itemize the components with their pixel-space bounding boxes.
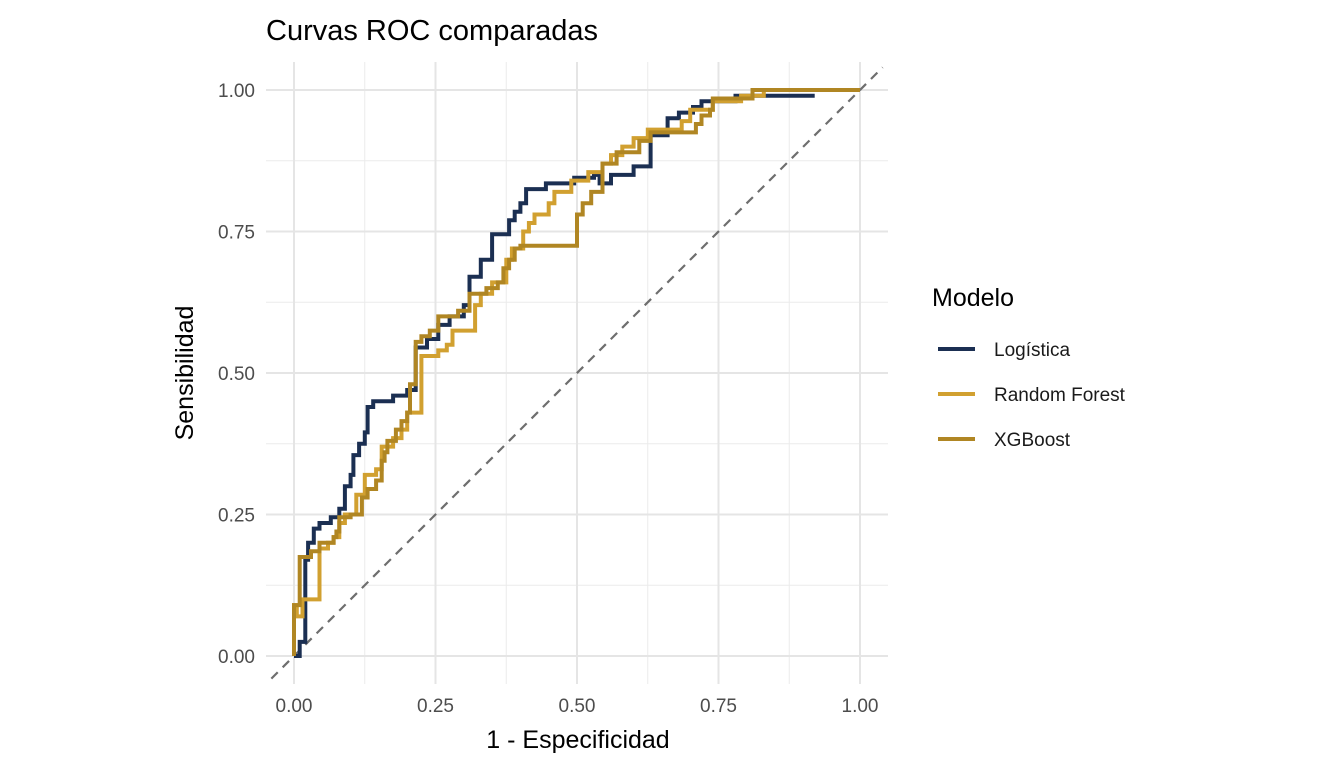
reference-diagonal-layer [270, 66, 884, 680]
y-tick-label: 0.50 [218, 364, 255, 385]
roc-line-xgboost [292, 88, 860, 656]
legend-item: XGBoost [938, 430, 1071, 451]
chart-title: Curvas ROC comparadas [266, 15, 598, 47]
y-axis-ticks: 0.00 0.25 0.50 0.75 1.00 [218, 81, 255, 668]
reference-diagonal [270, 66, 884, 680]
legend-label: XGBoost [994, 430, 1071, 451]
x-tick-label: 0.00 [276, 696, 313, 717]
y-axis-title: Sensibilidad [171, 306, 199, 441]
roc-line-log-stica [294, 93, 815, 658]
legend-item: Logística [938, 340, 1070, 361]
x-tick-label: 1.00 [842, 696, 879, 717]
legend-title: Modelo [932, 284, 1014, 312]
legend-label: Random Forest [994, 385, 1126, 406]
y-tick-label: 0.25 [218, 506, 255, 527]
legend-item: Random Forest [938, 385, 1126, 406]
y-tick-label: 0.00 [218, 647, 255, 668]
x-axis-ticks: 0.00 0.25 0.50 0.75 1.00 [276, 696, 879, 717]
x-tick-label: 0.50 [559, 696, 596, 717]
series-layer [292, 88, 860, 658]
y-tick-label: 1.00 [218, 81, 255, 102]
x-tick-label: 0.25 [417, 696, 454, 717]
legend: Modelo Logística Random Forest XGBoost [932, 284, 1126, 451]
legend-label: Logística [994, 340, 1070, 361]
x-axis-title: 1 - Especificidad [486, 726, 669, 754]
x-tick-label: 0.75 [700, 696, 737, 717]
y-tick-label: 0.75 [218, 223, 255, 244]
